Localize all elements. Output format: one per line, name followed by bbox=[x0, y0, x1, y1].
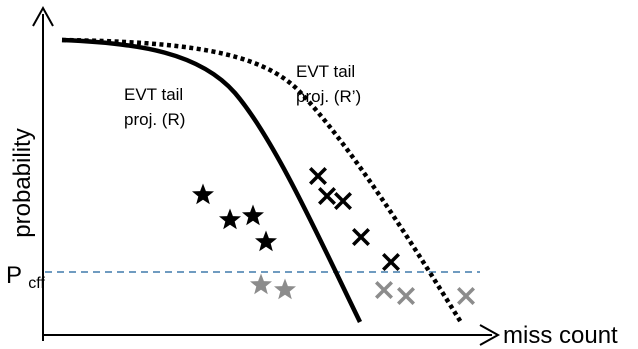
y-axis-label: probability bbox=[9, 128, 36, 237]
star-marker bbox=[242, 204, 264, 226]
curve-r-prime-label-line1: EVT tail bbox=[296, 62, 355, 81]
cross-marker bbox=[318, 187, 336, 205]
threshold-label-subscript: cff bbox=[28, 275, 45, 292]
cross-marker-below-threshold bbox=[375, 281, 393, 299]
evt-tail-curve-r bbox=[61, 37, 363, 323]
cross-marker bbox=[334, 192, 352, 210]
cross-marker bbox=[352, 228, 370, 246]
curve-r-label-line1: EVT tail bbox=[124, 85, 183, 104]
x-axis-label: miss count bbox=[503, 322, 618, 349]
threshold-label: P cff bbox=[6, 262, 45, 292]
x-axis bbox=[43, 324, 501, 346]
cross-marker-below-threshold bbox=[397, 287, 415, 305]
cross-marker bbox=[382, 253, 400, 271]
star-marker-below-threshold bbox=[250, 273, 272, 295]
cross-marker bbox=[309, 167, 327, 185]
star-marker bbox=[255, 230, 277, 252]
cross-marker-below-threshold bbox=[457, 287, 475, 305]
curve-r-label-line2: proj. (R) bbox=[124, 110, 185, 129]
threshold-label-main: P bbox=[6, 262, 22, 289]
star-marker-below-threshold bbox=[274, 278, 296, 300]
evt-tail-curve-r-prime bbox=[61, 37, 464, 326]
star-marker bbox=[192, 183, 214, 205]
star-marker bbox=[219, 208, 241, 230]
curve-r-prime-label-line2: proj. (R’) bbox=[296, 87, 361, 106]
y-axis bbox=[32, 5, 54, 341]
